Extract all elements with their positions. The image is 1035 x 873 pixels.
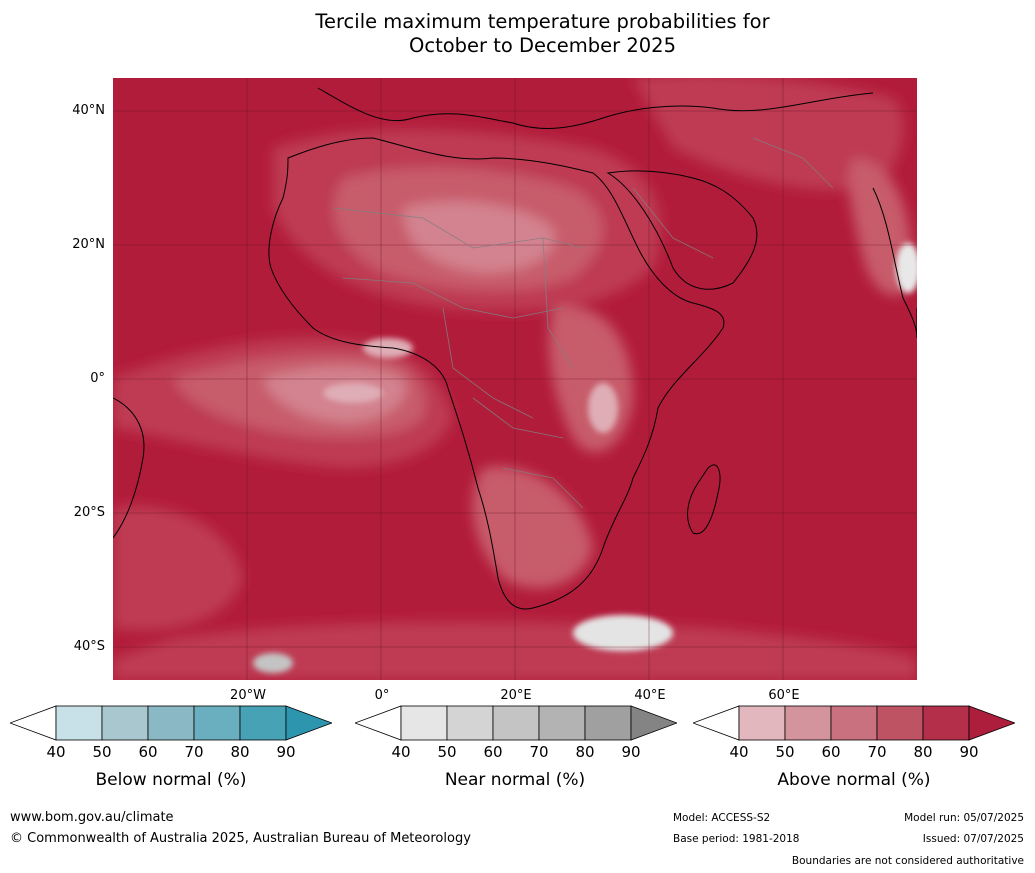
- colorbar-tick-label: 90: [276, 743, 296, 761]
- colorbar-below-normal: [10, 705, 332, 741]
- band-south-atlantic-80: [113, 506, 243, 631]
- lat-label-40n: 40°N: [72, 103, 105, 118]
- lon-label-0: 0°: [374, 688, 390, 703]
- colorbar-segment: [784, 705, 832, 741]
- coastlines: [113, 87, 917, 610]
- colorbar-segment: [101, 705, 149, 741]
- lat-label-40s: 40°S: [73, 639, 105, 654]
- arabia-coast: [606, 170, 758, 290]
- lon-label-20e: 20°E: [500, 688, 532, 703]
- colorbar-segment: [239, 705, 287, 741]
- footer-copyright: © Commonwealth of Australia 2025, Austra…: [10, 831, 471, 846]
- colorbar-over-arrow: [968, 705, 1015, 741]
- band-middle-east-80: [633, 78, 904, 191]
- colorbar-tick-label: 60: [821, 743, 841, 761]
- graticule: [113, 78, 917, 680]
- colorbar-over-arrow: [285, 705, 332, 741]
- colorbar-segment: [830, 705, 878, 741]
- colorbar-tick-label: 40: [46, 743, 66, 761]
- colorbar-segment: [446, 705, 494, 741]
- country-borders: [332, 137, 834, 509]
- footer-website: www.bom.gov.au/climate: [10, 810, 174, 825]
- footer-base-period: Base period: 1981-2018: [673, 833, 800, 845]
- chart-title: Tercile maximum temperature probabilitie…: [0, 10, 1035, 58]
- patch-south-ocean: [573, 615, 673, 651]
- band-sahara-60: [403, 200, 555, 273]
- south-america-coast: [113, 397, 145, 539]
- colorbar-label-below: Below normal (%): [95, 770, 247, 790]
- colorbar-tick-label: 90: [959, 743, 979, 761]
- colorbar-near-normal: [355, 705, 677, 741]
- madagascar-coast: [687, 464, 721, 535]
- lon-label-40e: 40°E: [634, 688, 666, 703]
- lat-label-20n: 20°N: [72, 237, 105, 252]
- colorbar-tick-label: 80: [913, 743, 933, 761]
- probability-map: [113, 78, 917, 680]
- footer-model: Model: ACCESS-S2: [673, 812, 771, 824]
- colorbar-segment: [584, 705, 632, 741]
- colorbar-tick-label: 60: [138, 743, 158, 761]
- colorbar-segment: [55, 705, 103, 741]
- colorbar-segment: [147, 705, 195, 741]
- colorbar-tick-label: 50: [92, 743, 112, 761]
- india-coast: [872, 187, 917, 339]
- patch-india: [896, 243, 917, 293]
- colorbar-segment: [193, 705, 241, 741]
- colorbar-over-arrow: [630, 705, 677, 741]
- colorbar-tick-label: 70: [184, 743, 204, 761]
- patch-east-africa: [588, 383, 618, 433]
- band-south-africa-70: [472, 466, 593, 588]
- colorbar-segment: [738, 705, 786, 741]
- colorbar-tick-label: 80: [575, 743, 595, 761]
- footer-issued: Issued: 07/07/2025: [922, 833, 1024, 845]
- colorbar-tick-label: 40: [729, 743, 749, 761]
- colorbar-tick-label: 90: [621, 743, 641, 761]
- colorbar-segment: [876, 705, 924, 741]
- lon-label-60e: 60°E: [768, 688, 800, 703]
- colorbar-tick-label: 50: [437, 743, 457, 761]
- colorbar-under-arrow: [10, 705, 57, 741]
- title-line-2: October to December 2025: [409, 34, 676, 57]
- colorbar-tick-label: 70: [867, 743, 887, 761]
- colorbar-label-above: Above normal (%): [777, 770, 931, 790]
- colorbar-under-arrow: [693, 705, 740, 741]
- europe-coast: [317, 87, 874, 129]
- title-line-1: Tercile maximum temperature probabilitie…: [315, 10, 770, 33]
- lat-label-20s: 20°S: [73, 505, 105, 520]
- colorbar-segment: [538, 705, 586, 741]
- colorbar-tick-label: 70: [529, 743, 549, 761]
- lon-label-20w: 20°W: [230, 688, 266, 703]
- colorbar-tick-label: 40: [391, 743, 411, 761]
- colorbar-above-normal: [693, 705, 1015, 741]
- colorbar-segment: [400, 705, 448, 741]
- colorbar-label-near: Near normal (%): [444, 770, 586, 790]
- colorbar-tick-label: 80: [230, 743, 250, 761]
- colorbar-tick-label: 50: [775, 743, 795, 761]
- colorbar-segment: [922, 705, 970, 741]
- colorbar-under-arrow: [355, 705, 402, 741]
- footer-disclaimer: Boundaries are not considered authoritat…: [791, 855, 1024, 867]
- colorbar-tick-label: 60: [483, 743, 503, 761]
- africa-coast: [268, 137, 725, 610]
- patch-south-ocean-2: [253, 653, 293, 673]
- footer-model-run: Model run: 05/07/2025: [904, 812, 1024, 824]
- lat-label-0: 0°: [90, 371, 105, 386]
- colorbar-segment: [492, 705, 540, 741]
- patch-atlantic: [323, 383, 383, 403]
